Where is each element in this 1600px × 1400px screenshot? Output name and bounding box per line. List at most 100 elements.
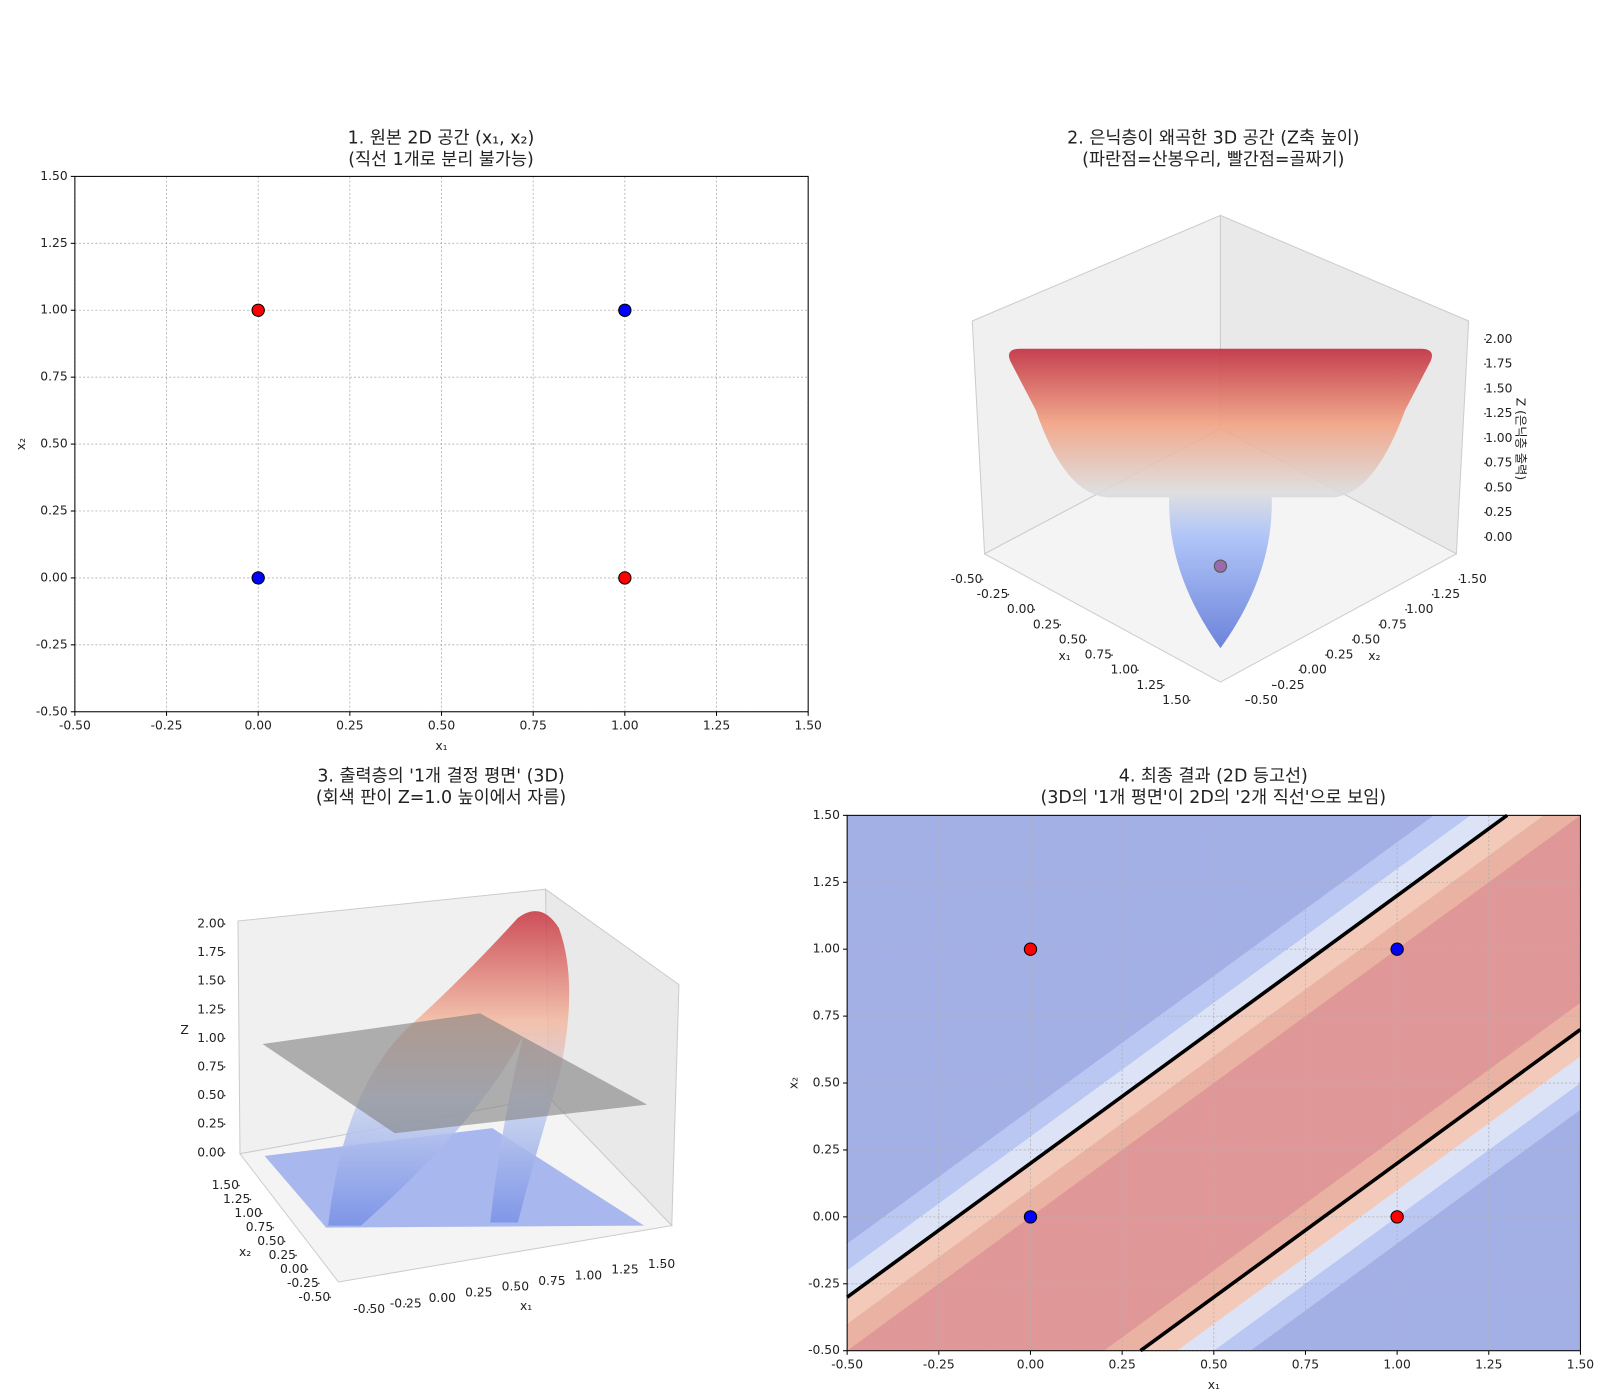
x-tick-label: 1.00: [575, 1268, 602, 1282]
x-tick-label: -0.25: [923, 1358, 955, 1372]
tick-mark: [514, 1286, 517, 1288]
point: [618, 571, 632, 585]
x-tick-label: 0.00: [1017, 1358, 1044, 1372]
y-tick-label: -0.50: [1246, 693, 1278, 707]
tick-mark: [1351, 639, 1354, 641]
tick-mark: [551, 1280, 553, 1283]
y-tick-label: 1.25: [223, 1192, 250, 1206]
y-axis-label: x₂: [1368, 649, 1380, 663]
y-tick-label: -0.25: [808, 1276, 840, 1290]
x-tick-label: 1.25: [1136, 678, 1163, 692]
y-tick-label: 0.25: [269, 1248, 296, 1262]
tick-mark: [478, 1291, 480, 1294]
y-tick-label: 0.00: [40, 570, 67, 584]
x-tick-label: 0.00: [1007, 602, 1034, 616]
y-tick-label: -0.50: [36, 704, 68, 718]
tick-mark: [1033, 608, 1036, 611]
y-tick-label: 1.00: [234, 1206, 261, 1220]
tick-mark: [272, 1226, 275, 1229]
plot-root: 1. 원본 2D 공간 (x₁, x₂)(직선 1개로 분리 불가능) -0.50…: [14, 128, 1594, 1392]
y-tick-label: 0.75: [813, 1009, 840, 1023]
y-tick-label: 0.00: [1299, 663, 1326, 677]
x-tick-label: 0.50: [1059, 632, 1086, 646]
y-axis-label: x₂: [14, 438, 28, 450]
tick-mark: [223, 980, 226, 983]
tick-mark: [223, 1037, 226, 1040]
y-tick-label: 1.50: [813, 808, 840, 822]
z-tick-label: 1.75: [1485, 357, 1512, 371]
x-tick-label: -0.25: [977, 587, 1009, 601]
tick-mark: [1188, 699, 1191, 702]
x-tick-label: 1.00: [1111, 663, 1138, 677]
tick-mark: [441, 1297, 444, 1300]
tick-mark: [368, 1308, 371, 1311]
boundary-line: [846, 813, 1509, 1299]
z-axis-label: Z (은닉층 출력): [1513, 398, 1527, 480]
point: [1023, 942, 1038, 956]
tick-mark: [223, 1094, 226, 1097]
x-axis-label: x₁: [1058, 649, 1070, 663]
tick-mark: [1325, 654, 1327, 656]
plot-frame: [846, 814, 1581, 1352]
x-tick-label: -0.25: [390, 1297, 422, 1311]
tick-mark: [1484, 487, 1486, 489]
chart-subtitle: (3D의 '1개 평면'이 2D의 '2개 직선'으로 보임): [1041, 788, 1387, 808]
y-tick-label: 0.00: [813, 1209, 840, 1223]
tick-mark: [660, 1263, 663, 1266]
tick-mark: [295, 1254, 297, 1257]
y-tick-label: 0.50: [813, 1076, 840, 1090]
x-tick-label: 0.50: [502, 1280, 529, 1294]
y-tick-label: 0.75: [1379, 617, 1406, 631]
tick-mark: [1484, 388, 1486, 390]
tick-mark: [329, 1296, 332, 1299]
x-tick-label: 0.75: [1085, 648, 1112, 662]
tick-mark: [1245, 699, 1247, 702]
z-axis-label: Z: [180, 1023, 188, 1037]
z-tick-label: 2.00: [197, 917, 224, 931]
tick-mark: [1007, 593, 1010, 596]
y-tick-label: -0.50: [808, 1343, 840, 1357]
tick-mark: [1137, 669, 1139, 672]
y-axis-label: x₂: [239, 1245, 251, 1259]
chart-title: 1. 원본 2D 공간 (x₁, x₂): [348, 128, 535, 148]
y-tick-label: 0.25: [40, 504, 67, 518]
tick-mark: [587, 1275, 590, 1277]
y-tick-label: -0.25: [36, 637, 68, 651]
tick-mark: [1111, 654, 1113, 656]
z-tick-label: 0.75: [197, 1060, 224, 1074]
tick-mark: [624, 1269, 626, 1272]
point: [1023, 1210, 1038, 1224]
z-tick-label: 0.25: [197, 1117, 224, 1131]
y-tick-label: 0.75: [40, 370, 67, 384]
tick-mark: [1405, 608, 1407, 611]
point: [251, 571, 265, 585]
point: [618, 303, 632, 317]
z-tick-label: 1.00: [197, 1031, 224, 1045]
y-tick-label: 1.25: [40, 236, 67, 250]
x-tick-label: 0.75: [1292, 1358, 1319, 1372]
tick-mark: [1484, 338, 1486, 341]
tick-mark: [249, 1198, 252, 1201]
z-tick-label: 1.50: [1485, 381, 1512, 395]
tick-mark: [1484, 511, 1486, 514]
z-tick-label: 0.25: [1485, 505, 1512, 519]
x-tick-label: 0.25: [1108, 1358, 1135, 1372]
boundary-line: [1139, 1028, 1582, 1353]
x-tick-label: 0.25: [1033, 617, 1060, 631]
y-tick-label: 1.00: [40, 303, 67, 317]
z-tick-label: 1.75: [197, 945, 224, 959]
z-tick-label: 0.00: [1485, 530, 1512, 544]
tick-mark: [223, 1009, 226, 1011]
tick-mark: [1484, 412, 1486, 415]
tick-mark: [260, 1212, 263, 1215]
x-tick-label: -0.50: [831, 1358, 863, 1372]
x-tick-label: 0.50: [1200, 1358, 1227, 1372]
y-tick-label: 0.25: [1326, 648, 1353, 662]
z-tick-label: 1.25: [197, 1002, 224, 1016]
x-tick-label: 0.75: [538, 1274, 565, 1288]
chart-subtitle: (파란점=산봉우리, 빨간점=골짜기): [1082, 150, 1344, 170]
x-tick-label: 0.00: [244, 719, 271, 733]
x-tick-label: 0.00: [429, 1291, 456, 1305]
tick-mark: [1085, 639, 1087, 641]
